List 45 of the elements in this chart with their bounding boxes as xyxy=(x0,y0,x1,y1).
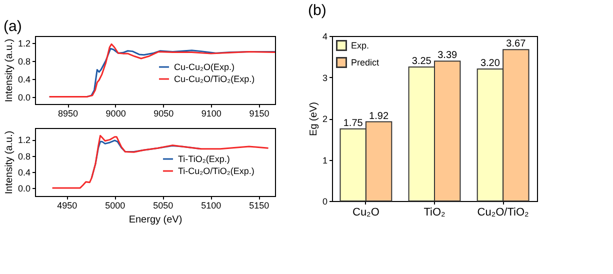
y-tick-label: 0.0 xyxy=(18,92,30,102)
line-series xyxy=(52,134,270,189)
x-tick-label: 9050 xyxy=(154,108,174,118)
y-axis-title: Eg (eV) xyxy=(308,102,320,136)
legend-label: Exp. xyxy=(351,40,370,50)
x-tick-label: 5100 xyxy=(201,200,222,210)
y-tick-label: 0.4 xyxy=(18,167,30,178)
legend-label: Cu-Cu₂O(Exp.) xyxy=(174,62,235,72)
y-tick-label: 2 xyxy=(322,114,328,124)
legend-label: Cu-Cu₂O/TiO₂(Exp.) xyxy=(174,74,255,84)
x-tick-label: 9150 xyxy=(249,108,270,118)
y-tick-label: 4 xyxy=(322,32,328,42)
x-tick-label: 5000 xyxy=(105,200,126,210)
x-tick-label: 9100 xyxy=(201,108,222,118)
x-tick-label: Cu₂O xyxy=(352,206,380,218)
legend-label: Predict xyxy=(351,58,380,68)
y-tick-label: 3 xyxy=(322,72,328,83)
x-tick-label: 4950 xyxy=(57,200,78,210)
data-label: 1.92 xyxy=(369,110,389,122)
y-tick-label: 0.0 xyxy=(18,183,30,194)
data-label: 3.39 xyxy=(438,50,458,62)
y-tick-label: 0.8 xyxy=(18,56,30,66)
x-axis-title: Energy (eV) xyxy=(128,214,182,226)
y-tick-label: 0.8 xyxy=(18,151,30,162)
chart-title: (b) xyxy=(308,2,326,19)
data-label: 3.20 xyxy=(480,58,500,69)
x-tick-label: 5150 xyxy=(249,200,270,210)
legend-label: Ti-TiO₂(Exp.) xyxy=(178,154,230,164)
y-tick-label: 1 xyxy=(322,155,328,166)
chart-title: (a) xyxy=(3,18,22,35)
x-tick-label: 9000 xyxy=(106,108,126,118)
y-tick-label: 1.2 xyxy=(18,135,30,146)
x-tick-label: TiO₂ xyxy=(424,206,446,218)
data-label: 3.25 xyxy=(412,56,432,67)
y-axis-title: Intensity (a.u.) xyxy=(4,130,15,194)
y-axis-title: Intensity (a.u.) xyxy=(4,38,15,102)
y-tick-label: 0 xyxy=(322,196,328,206)
x-tick-label: 8950 xyxy=(58,108,78,118)
data-label: 3.67 xyxy=(506,38,526,50)
y-tick-label: 1.2 xyxy=(18,38,30,48)
x-tick-label: Cu₂O/TiO₂ xyxy=(477,206,529,218)
y-tick-label: 0.4 xyxy=(18,74,30,84)
data-label: 1.75 xyxy=(343,118,364,129)
legend-label: Ti-Cu₂O/TiO₂(Exp.) xyxy=(178,166,254,176)
x-tick-label: 5050 xyxy=(153,200,174,210)
